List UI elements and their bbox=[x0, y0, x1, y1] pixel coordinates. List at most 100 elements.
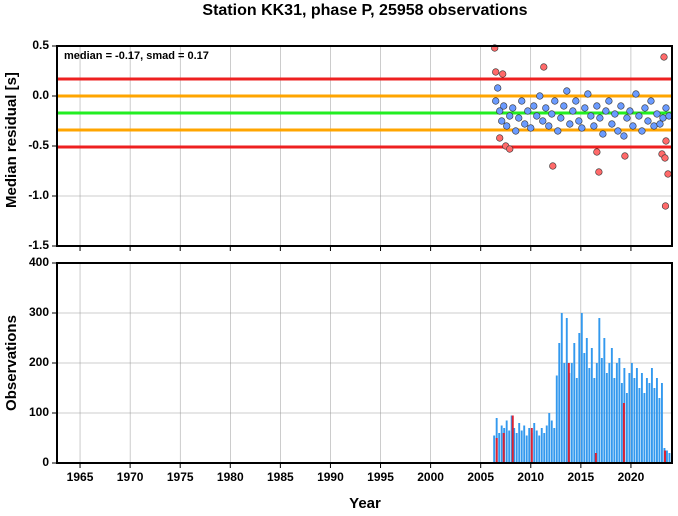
data-point bbox=[533, 112, 541, 120]
bar bbox=[530, 428, 533, 463]
annotation: median = -0.17, smad = 0.17 bbox=[64, 50, 209, 62]
bar bbox=[535, 430, 538, 463]
data-point bbox=[599, 130, 607, 138]
bar bbox=[603, 338, 606, 463]
bar bbox=[660, 383, 663, 463]
data-point bbox=[509, 104, 517, 112]
data-point bbox=[641, 104, 649, 112]
bar bbox=[523, 425, 526, 463]
bar bbox=[565, 318, 568, 463]
data-point bbox=[515, 114, 523, 122]
bar bbox=[655, 378, 658, 463]
y-axis-label: Median residual [s] bbox=[3, 72, 20, 208]
data-point bbox=[572, 97, 580, 105]
bar bbox=[610, 348, 613, 463]
data-point bbox=[492, 68, 500, 76]
x-tick-label: 2020 bbox=[618, 470, 645, 484]
data-point bbox=[575, 117, 583, 125]
data-point bbox=[587, 112, 595, 120]
x-tick-label: 1995 bbox=[367, 470, 394, 484]
data-point bbox=[659, 114, 667, 122]
x-tick-label: 1965 bbox=[67, 470, 94, 484]
data-point bbox=[496, 107, 504, 115]
data-point bbox=[566, 120, 574, 128]
data-point bbox=[492, 97, 500, 105]
bar bbox=[548, 413, 551, 463]
data-point bbox=[581, 104, 589, 112]
bar bbox=[518, 423, 521, 463]
data-point bbox=[647, 97, 655, 105]
bar bbox=[540, 428, 543, 463]
data-point bbox=[584, 90, 592, 98]
y-tick-label: 100 bbox=[29, 405, 49, 419]
data-point bbox=[638, 127, 646, 135]
data-point bbox=[626, 107, 634, 115]
data-point bbox=[602, 107, 610, 115]
data-point bbox=[595, 168, 603, 176]
bar bbox=[650, 368, 653, 463]
bar bbox=[608, 363, 611, 463]
bar bbox=[560, 313, 563, 463]
bar bbox=[538, 435, 541, 463]
bar bbox=[520, 430, 523, 463]
bar bbox=[533, 423, 536, 463]
data-point bbox=[560, 102, 568, 110]
bar bbox=[558, 343, 561, 463]
data-point bbox=[608, 120, 616, 128]
bar bbox=[500, 425, 503, 463]
data-point bbox=[635, 112, 643, 120]
x-tick-label: 2015 bbox=[568, 470, 595, 484]
bar bbox=[511, 415, 514, 463]
bar bbox=[622, 403, 625, 463]
data-point bbox=[549, 162, 557, 170]
bar bbox=[643, 393, 646, 463]
bar bbox=[545, 425, 548, 463]
bar bbox=[583, 353, 586, 463]
data-point bbox=[660, 53, 668, 61]
data-point bbox=[621, 152, 629, 160]
data-point bbox=[605, 97, 613, 105]
bar bbox=[553, 428, 556, 463]
data-point bbox=[551, 97, 559, 105]
bar bbox=[575, 378, 578, 463]
bar bbox=[648, 383, 651, 463]
x-tick-label: 2005 bbox=[467, 470, 494, 484]
bar bbox=[595, 363, 598, 463]
bar bbox=[665, 450, 668, 463]
data-point bbox=[614, 127, 622, 135]
bar bbox=[567, 363, 570, 463]
data-point bbox=[661, 202, 670, 210]
data-point bbox=[664, 170, 672, 178]
data-point bbox=[611, 110, 619, 118]
bar bbox=[618, 358, 621, 463]
x-tick-label: 1975 bbox=[167, 470, 194, 484]
bar bbox=[502, 433, 505, 463]
data-point bbox=[524, 107, 532, 115]
y-tick-label: -1.0 bbox=[28, 188, 49, 202]
data-point bbox=[656, 120, 664, 128]
data-point bbox=[596, 114, 604, 122]
data-point bbox=[542, 104, 550, 112]
data-point bbox=[623, 114, 631, 122]
data-point bbox=[661, 154, 669, 162]
bar bbox=[578, 333, 581, 463]
bar bbox=[493, 435, 496, 463]
data-point bbox=[540, 63, 548, 71]
x-tick-label: 1980 bbox=[217, 470, 244, 484]
data-point bbox=[496, 134, 504, 142]
bar bbox=[600, 358, 603, 463]
bar bbox=[635, 368, 638, 463]
bar bbox=[588, 368, 591, 463]
data-point bbox=[662, 104, 670, 112]
data-point bbox=[530, 102, 538, 110]
x-axis-label: Year bbox=[349, 495, 381, 511]
bar bbox=[638, 388, 641, 463]
bar bbox=[605, 373, 608, 463]
y-tick-label: 0.0 bbox=[32, 88, 49, 102]
data-point bbox=[569, 107, 577, 115]
data-point bbox=[629, 122, 637, 130]
chart-title: Station KK31, phase P, 25958 observation… bbox=[202, 2, 527, 19]
plot-frame bbox=[56, 45, 673, 247]
y-axis-label: Observations bbox=[3, 315, 20, 411]
